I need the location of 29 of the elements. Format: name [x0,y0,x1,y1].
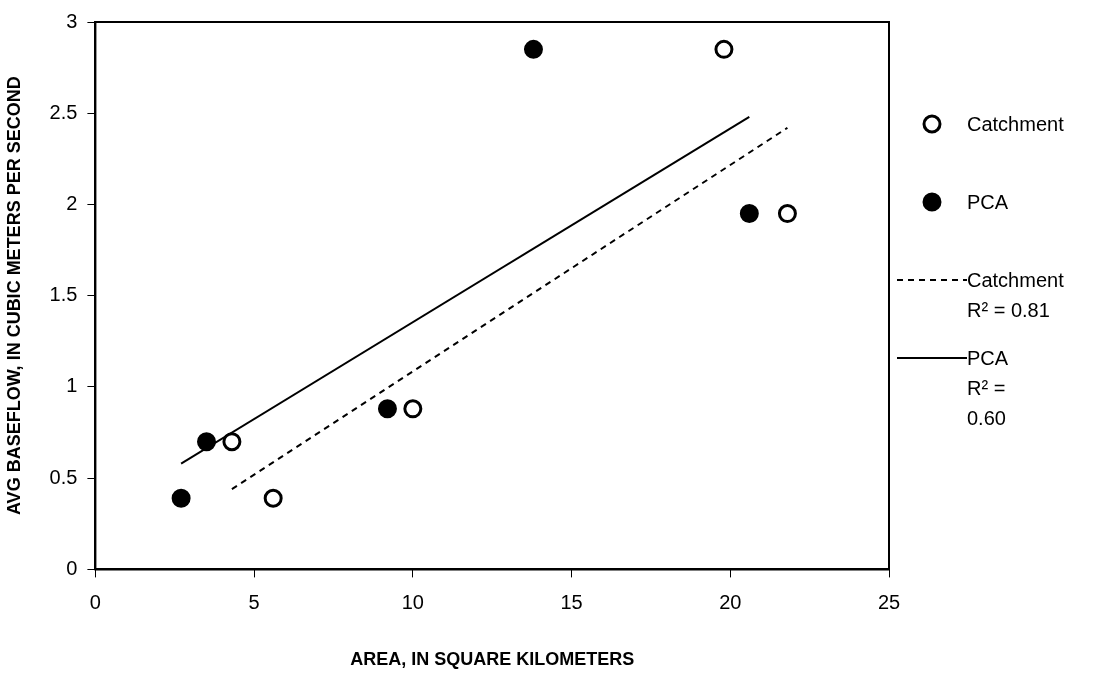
x-tick-label: 15 [560,590,583,613]
legend-label: Catchment R² = 0.81 [967,268,1064,323]
point [523,39,543,59]
point [377,399,397,419]
point [739,204,759,224]
legend-label: PCA R² = 0.60 [967,346,1009,431]
point [714,39,734,59]
y-tick-label: 2 [66,191,78,214]
y-tick-label: 1 [66,374,78,397]
y-tick-label: 0 [66,556,78,579]
y-tick-label: 0.5 [49,465,78,488]
point [403,399,423,419]
x-tick-label: 5 [248,590,260,613]
point [171,488,191,508]
x-tick-label: 10 [401,590,424,613]
y-axis-title: AVG BASEFLOW, IN CUBIC METERS PER SECOND [3,76,24,516]
y-tick-label: 3 [66,9,78,32]
x-tick-label: 20 [719,590,742,613]
x-axis-title: AREA, IN SQUARE KILOMETERS [350,649,635,670]
point [197,432,217,452]
x-tick-label: 0 [89,590,101,613]
legend-label: Catchment [967,112,1064,137]
x-tick-label: 25 [877,590,901,613]
legend-label: PCA [967,190,1009,215]
y-tick-label: 2.5 [49,100,78,123]
point [222,432,242,452]
point [263,488,283,508]
point [777,204,797,224]
y-tick-label: 1.5 [49,283,78,306]
